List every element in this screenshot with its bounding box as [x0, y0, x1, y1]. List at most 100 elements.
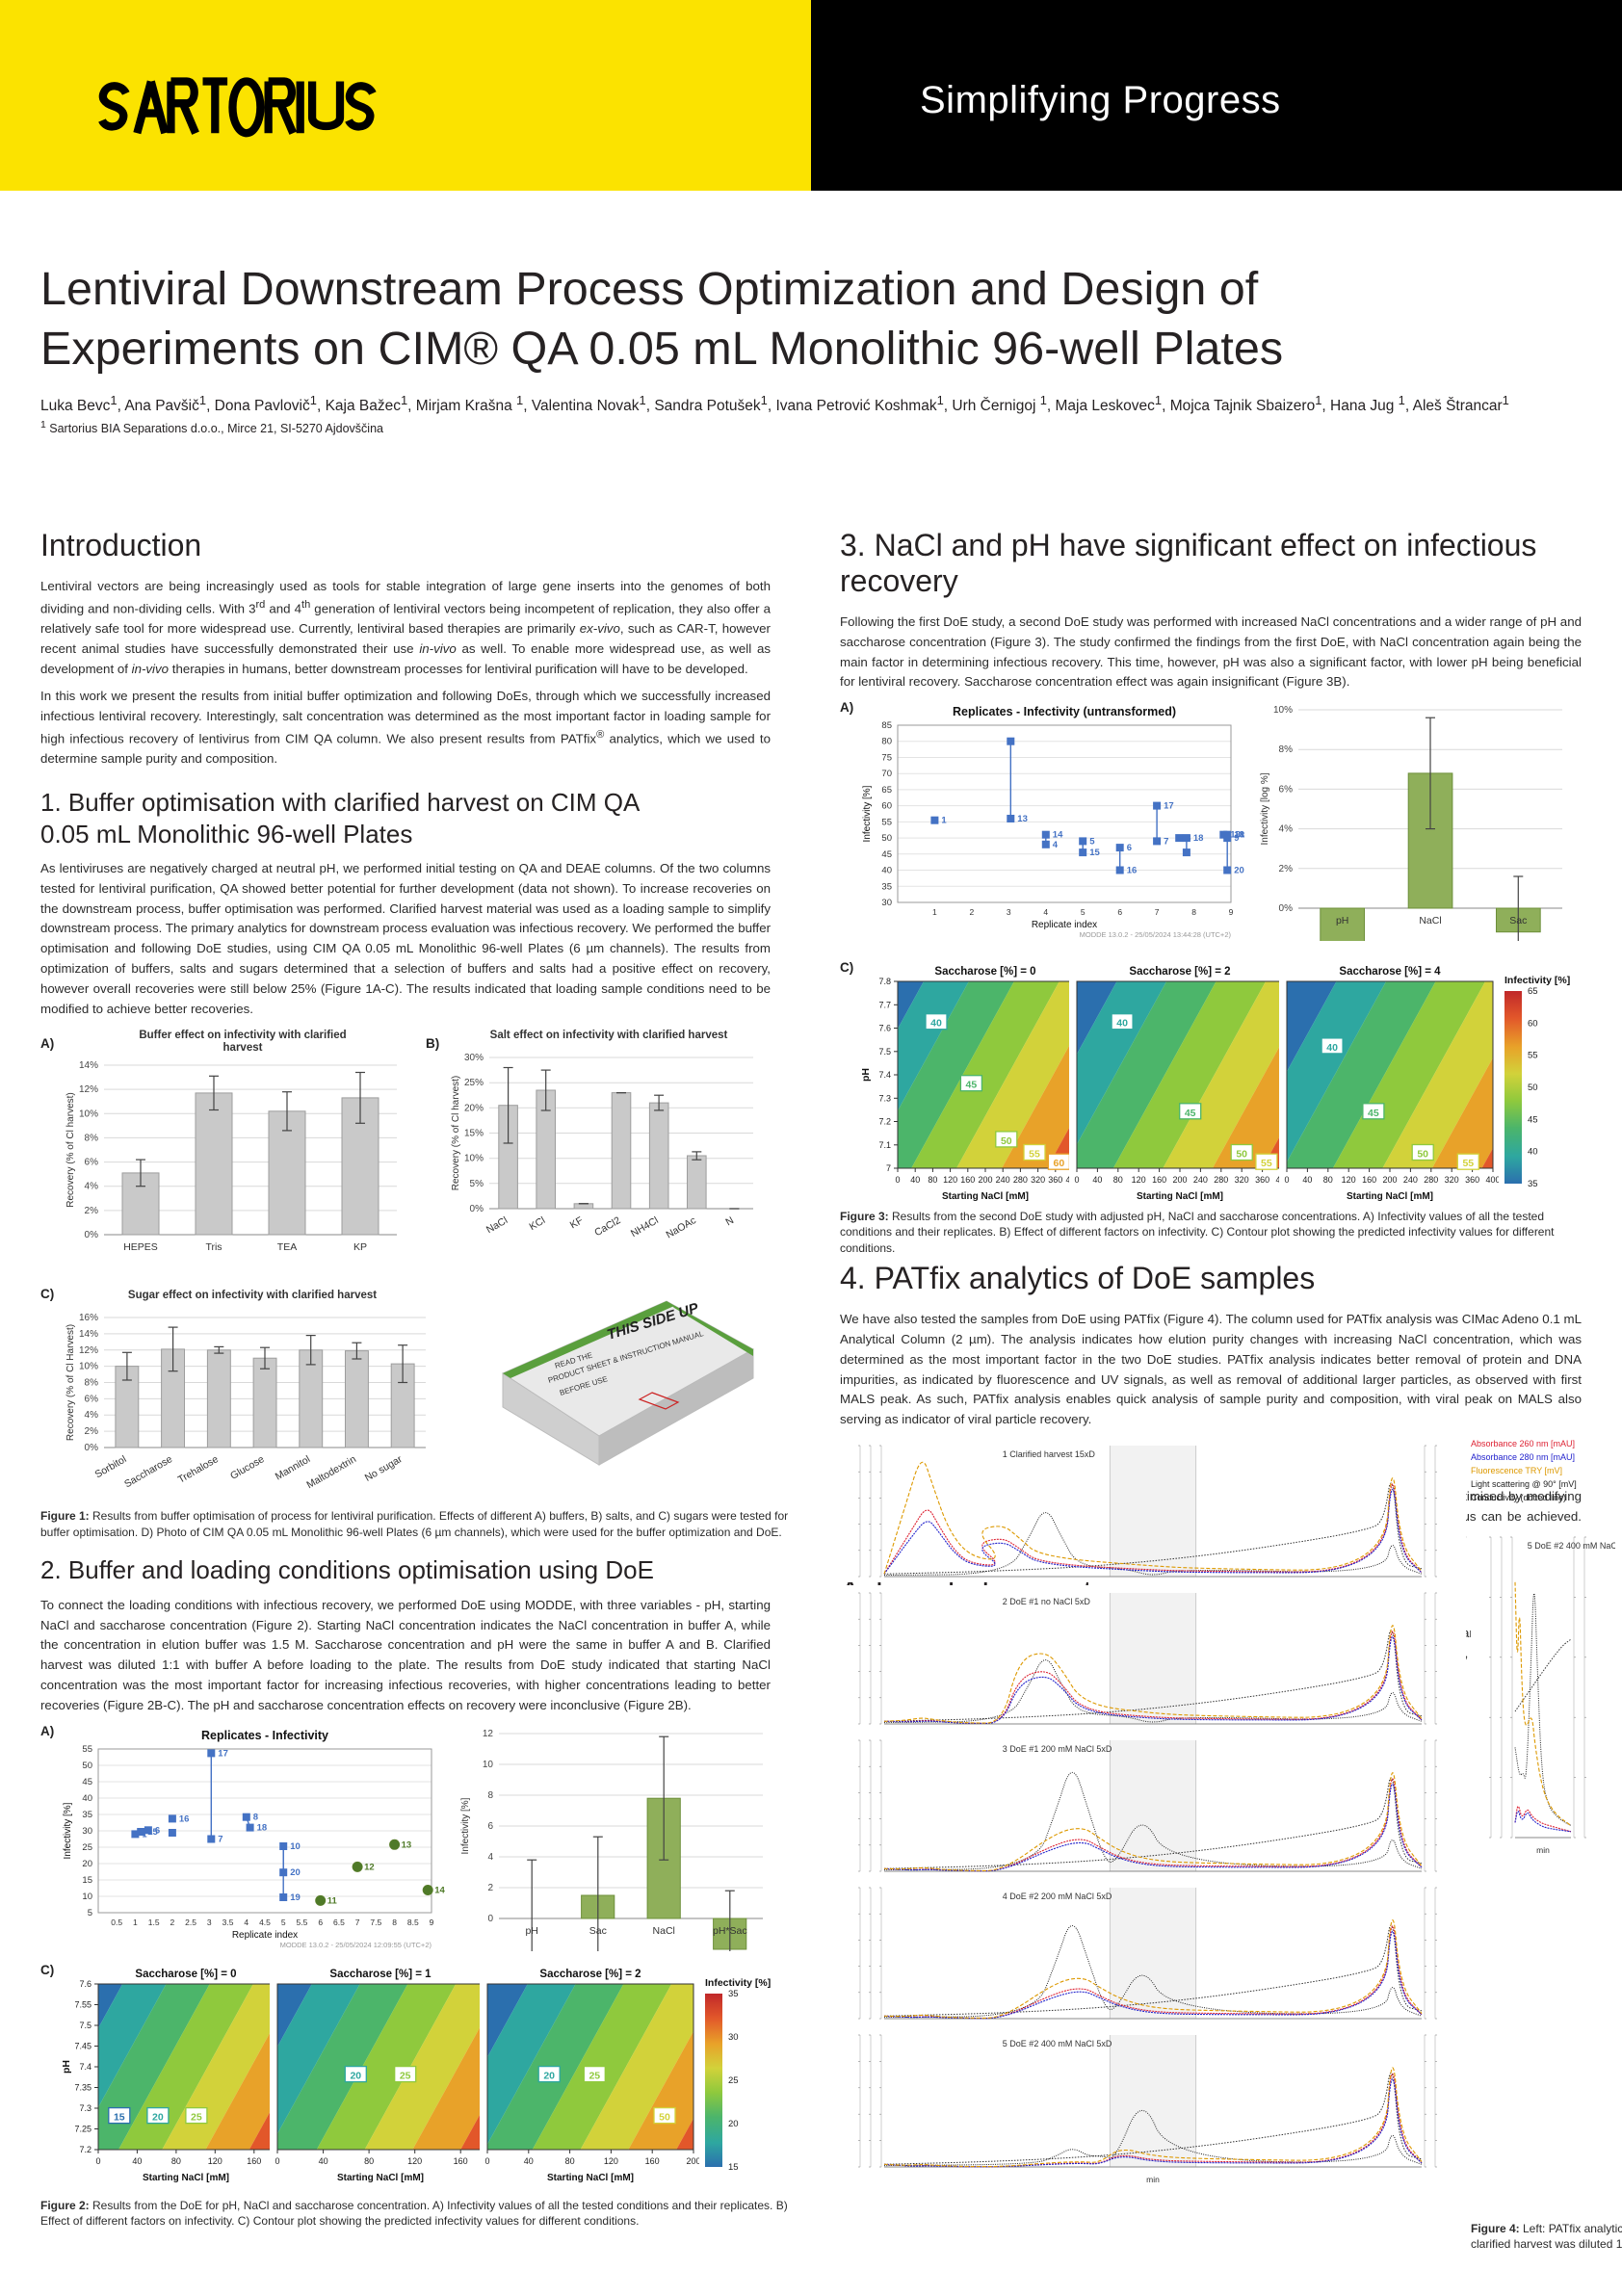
svg-text:65: 65 [1528, 986, 1538, 997]
svg-text:Saccharose [%] = 2: Saccharose [%] = 2 [539, 1969, 641, 1980]
svg-text:6%: 6% [85, 1158, 99, 1168]
svg-text:120: 120 [407, 2156, 422, 2166]
svg-text:25: 25 [589, 2070, 600, 2081]
svg-text:40: 40 [132, 2156, 142, 2166]
svg-text:280: 280 [1424, 1175, 1438, 1185]
svg-text:240: 240 [1403, 1175, 1418, 1185]
svg-text:6%: 6% [85, 1395, 99, 1405]
svg-text:55: 55 [1029, 1149, 1040, 1161]
svg-text:55: 55 [1462, 1158, 1474, 1169]
svg-text:45: 45 [1185, 1108, 1196, 1119]
svg-text:35: 35 [82, 1810, 92, 1820]
svg-text:7.4: 7.4 [79, 2062, 92, 2072]
svg-text:3 DoE #1 200 mM NaCl 5xD: 3 DoE #1 200 mM NaCl 5xD [1003, 1744, 1112, 1754]
svg-text:8%: 8% [85, 1134, 99, 1144]
svg-text:7: 7 [218, 1834, 222, 1844]
svg-text:11: 11 [327, 1895, 338, 1906]
svg-text:40: 40 [1326, 1042, 1338, 1054]
svg-text:10%: 10% [1273, 705, 1293, 716]
svg-text:5 DoE #2 400 mM NaCl 5xD: 5 DoE #2 400 mM NaCl 5xD [1003, 2039, 1112, 2048]
svg-text:7: 7 [355, 1918, 360, 1927]
svg-text:NaCl: NaCl [653, 1925, 675, 1937]
svg-text:harvest: harvest [223, 1042, 263, 1054]
svg-text:50: 50 [1236, 1149, 1247, 1161]
svg-text:MODDE 13.0.2 - 25/05/2024 12:0: MODDE 13.0.2 - 25/05/2024 12:09:55 (UTC+… [280, 1941, 432, 1949]
svg-text:KP: KP [353, 1241, 367, 1253]
svg-text:40: 40 [319, 2156, 328, 2166]
svg-text:16: 16 [179, 1813, 190, 1824]
svg-text:40: 40 [1116, 1018, 1128, 1030]
svg-text:40: 40 [82, 1793, 92, 1804]
svg-text:5: 5 [1081, 907, 1086, 917]
svg-text:5 DoE #2 400 mM NaCl 5xD: 5 DoE #2 400 mM NaCl 5xD [1528, 1541, 1615, 1551]
svg-text:20%: 20% [464, 1104, 484, 1114]
svg-text:80: 80 [928, 1175, 937, 1185]
svg-text:80: 80 [1323, 1175, 1333, 1185]
svg-text:Saccharose [%] = 1: Saccharose [%] = 1 [329, 1969, 432, 1980]
svg-text:10: 10 [483, 1760, 494, 1770]
svg-text:15: 15 [82, 1875, 92, 1886]
svg-text:min: min [1536, 1845, 1550, 1855]
svg-text:1: 1 [133, 1918, 138, 1927]
svg-text:6: 6 [155, 1825, 160, 1836]
svg-text:8%: 8% [1279, 744, 1294, 755]
svg-text:120: 120 [943, 1175, 957, 1185]
svg-text:0: 0 [487, 1914, 493, 1924]
svg-text:7.55: 7.55 [74, 1999, 92, 2009]
svg-text:0: 0 [484, 2156, 489, 2166]
svg-text:7: 7 [1164, 837, 1168, 848]
svg-text:Saccharose [%] = 2: Saccharose [%] = 2 [1129, 966, 1230, 978]
svg-text:Recovery (% of Cl harvest): Recovery (% of Cl harvest) [65, 1093, 76, 1208]
svg-text:4.5: 4.5 [259, 1918, 271, 1927]
svg-text:320: 320 [1031, 1175, 1045, 1185]
svg-text:35: 35 [1528, 1179, 1538, 1189]
svg-text:4 DoE #2 200 mM NaCl 5xD: 4 DoE #2 200 mM NaCl 5xD [1003, 1892, 1112, 1901]
svg-text:50: 50 [1528, 1083, 1538, 1093]
svg-text:7: 7 [1155, 907, 1160, 917]
svg-text:120: 120 [1132, 1175, 1146, 1185]
svg-text:8: 8 [1191, 907, 1196, 917]
svg-text:20: 20 [543, 2070, 555, 2081]
svg-text:18: 18 [1193, 833, 1204, 844]
svg-text:6%: 6% [1279, 785, 1294, 796]
svg-text:7.6: 7.6 [878, 1024, 891, 1033]
svg-text:6.5: 6.5 [333, 1918, 345, 1927]
svg-text:HEPES: HEPES [123, 1241, 158, 1253]
svg-text:Recovery (% of Cl Harvest): Recovery (% of Cl Harvest) [65, 1324, 76, 1441]
svg-text:0: 0 [1074, 1175, 1079, 1185]
svg-text:50: 50 [82, 1761, 92, 1771]
svg-text:Buffer effect on infectivity w: Buffer effect on infectivity with clarif… [139, 1030, 346, 1041]
svg-text:Replicates - Infectivity: Replicates - Infectivity [201, 1729, 328, 1742]
svg-text:2: 2 [970, 907, 975, 917]
svg-text:9: 9 [1234, 833, 1239, 844]
svg-text:4%: 4% [85, 1182, 99, 1192]
svg-text:Saccharose [%] = 4: Saccharose [%] = 4 [1339, 966, 1441, 978]
svg-text:320: 320 [1235, 1175, 1249, 1185]
svg-text:50: 50 [881, 833, 892, 844]
svg-text:45: 45 [881, 849, 892, 860]
svg-text:120: 120 [208, 2156, 222, 2166]
svg-text:8.5: 8.5 [407, 1918, 419, 1927]
svg-text:360: 360 [1255, 1175, 1269, 1185]
svg-text:7.4: 7.4 [878, 1070, 891, 1080]
svg-text:60: 60 [1054, 1158, 1065, 1169]
svg-text:35: 35 [881, 881, 892, 892]
svg-text:3: 3 [207, 1918, 212, 1927]
svg-text:1: 1 [932, 907, 937, 917]
svg-text:TEA: TEA [277, 1241, 297, 1253]
svg-text:5%: 5% [470, 1179, 484, 1189]
svg-text:Starting NaCl [mM]: Starting NaCl [mM] [143, 2173, 229, 2183]
svg-text:18: 18 [257, 1822, 268, 1833]
svg-text:160: 160 [1152, 1175, 1166, 1185]
svg-text:17: 17 [218, 1748, 228, 1759]
svg-text:7.25: 7.25 [74, 2124, 92, 2133]
svg-text:Infectivity [%]: Infectivity [%] [460, 1797, 471, 1854]
svg-text:9: 9 [430, 1918, 434, 1927]
svg-text:Infectivity [%]: Infectivity [%] [862, 786, 873, 843]
svg-text:2.5: 2.5 [185, 1918, 196, 1927]
svg-text:20: 20 [350, 2070, 361, 2081]
svg-text:45: 45 [82, 1777, 92, 1787]
svg-text:7.3: 7.3 [79, 2103, 92, 2113]
svg-text:Saccharose [%] = 0: Saccharose [%] = 0 [934, 966, 1035, 978]
svg-text:400: 400 [1485, 1175, 1499, 1185]
